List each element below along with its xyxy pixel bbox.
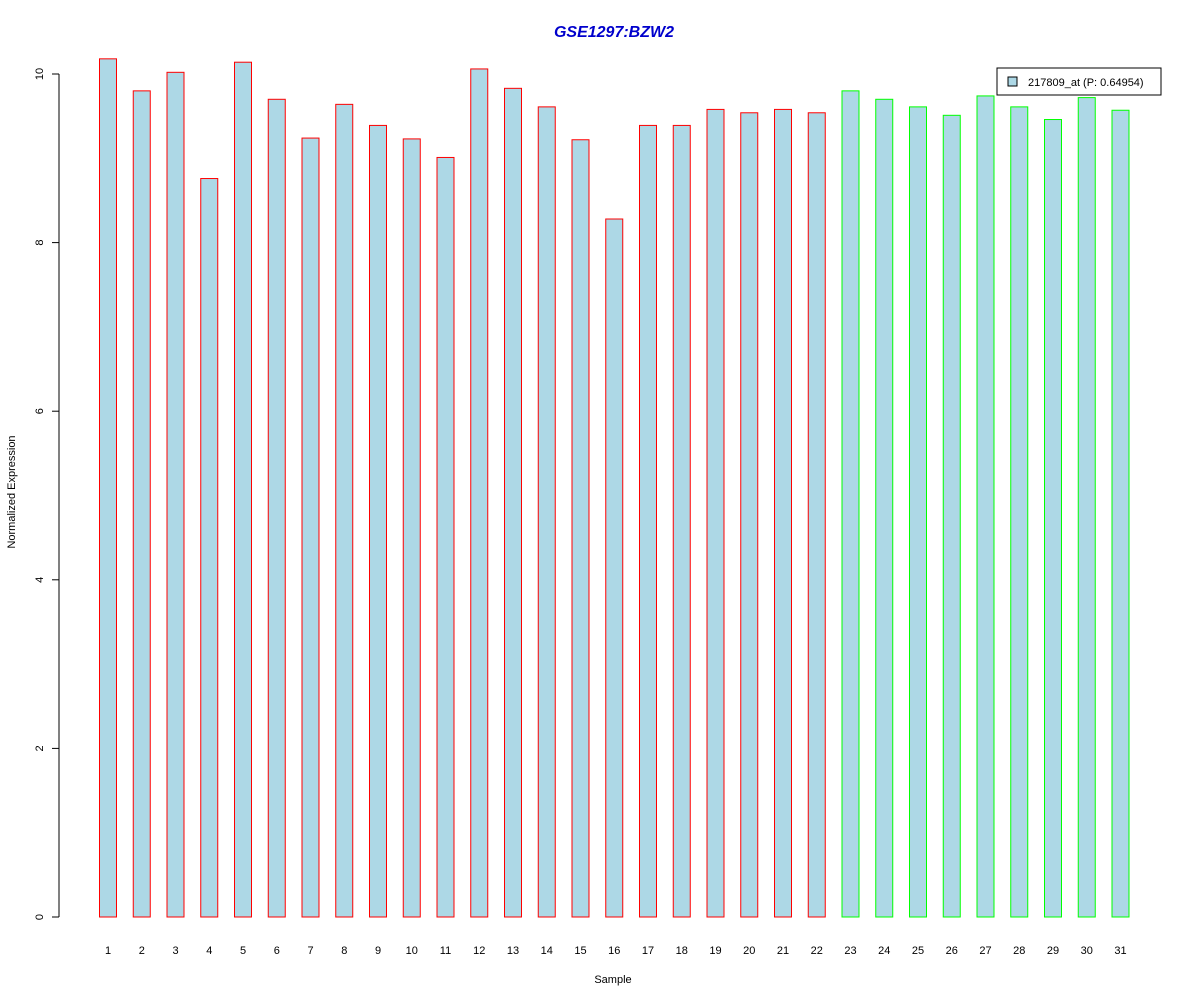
bar-sample-7 — [301, 137, 320, 918]
bar-sample-1 — [99, 58, 117, 918]
x-tick-label: 3 — [172, 945, 178, 957]
x-tick-label: 24 — [878, 945, 890, 957]
x-tick-label: 11 — [440, 945, 451, 957]
legend-box — [996, 67, 1162, 96]
bar-sample-16 — [605, 218, 624, 918]
chart-title: GSE1297:BZW2 — [554, 24, 674, 41]
bar-sample-29 — [1044, 119, 1062, 918]
bar-sample-12 — [470, 68, 489, 918]
x-tick-label: 22 — [811, 945, 823, 957]
y-tick-label: 0 — [34, 914, 46, 920]
x-tick-label: 20 — [743, 945, 755, 957]
bar-sample-4 — [200, 178, 219, 918]
x-axis-labels: 1 2 3 4 5 6 7 8 9 10 11 12 13 14 15 16 17 18 19 20 21 22 23 24 2… — [105, 945, 1127, 957]
legend: 217809_at (P: 0.64954) — [996, 67, 1162, 96]
x-tick-label: 16 — [608, 945, 620, 957]
x-tick-label: 7 — [307, 945, 313, 957]
x-tick-label: 14 — [541, 945, 553, 957]
x-tick-label: 21 — [777, 945, 789, 957]
x-tick-label: 15 — [574, 945, 586, 957]
bar-sample-30 — [1077, 97, 1096, 918]
x-tick-label: 25 — [912, 945, 924, 957]
x-tick-label: 17 — [642, 945, 654, 957]
x-tick-label: 9 — [375, 945, 381, 957]
bar-sample-2 — [132, 90, 151, 918]
y-tick-label: 2 — [34, 745, 46, 751]
x-tick-label: 13 — [507, 945, 519, 957]
x-tick-label: 6 — [274, 945, 280, 957]
x-tick-label: 27 — [979, 945, 991, 957]
x-tick-label: 19 — [709, 945, 721, 957]
bar-sample-9 — [369, 124, 387, 918]
x-tick-label: 23 — [844, 945, 856, 957]
x-tick-label: 30 — [1081, 945, 1093, 957]
bar-sample-31 — [1111, 109, 1130, 918]
x-tick-label: 18 — [676, 945, 688, 957]
bar-sample-25 — [909, 106, 927, 918]
legend-label: 217809_at (P: 0.64954) — [1028, 77, 1144, 89]
bar-sample-8 — [335, 103, 354, 918]
bars-group — [99, 58, 1130, 918]
bar-sample-15 — [571, 139, 590, 918]
x-tick-label: 1 — [105, 945, 111, 957]
bar-sample-13 — [504, 87, 522, 918]
bar-sample-5 — [234, 61, 252, 918]
x-tick-label: 8 — [341, 945, 347, 957]
x-tick-label: 31 — [1114, 945, 1126, 957]
x-tick-label: 12 — [473, 945, 485, 957]
bar-sample-17 — [639, 124, 657, 918]
x-tick-label: 5 — [240, 945, 246, 957]
bar-sample-3 — [166, 71, 185, 918]
bar-sample-26 — [942, 114, 961, 918]
bar-sample-22 — [807, 112, 826, 918]
x-tick-label: 28 — [1013, 945, 1025, 957]
y-tick-label: 6 — [34, 408, 46, 414]
legend-swatch — [1007, 76, 1018, 87]
bar-sample-23 — [841, 90, 860, 918]
y-tick-label: 10 — [34, 68, 46, 80]
x-axis-title: Sample — [594, 974, 631, 986]
y-axis: 0 2 4 6 8 10 — [34, 68, 60, 920]
bar-sample-27 — [976, 95, 995, 918]
bar-sample-11 — [436, 156, 455, 918]
y-tick-label: 4 — [34, 577, 46, 583]
bar-sample-6 — [267, 98, 286, 918]
bar-sample-19 — [706, 108, 725, 918]
x-tick-label: 29 — [1047, 945, 1059, 957]
bar-sample-24 — [875, 98, 894, 918]
bar-sample-28 — [1010, 106, 1029, 918]
x-tick-label: 2 — [139, 945, 145, 957]
bar-sample-18 — [672, 124, 691, 918]
x-tick-label: 10 — [406, 945, 418, 957]
bar-sample-21 — [774, 108, 792, 918]
bar-sample-10 — [402, 138, 421, 918]
y-tick-label: 8 — [34, 240, 46, 246]
x-tick-label: 4 — [206, 945, 212, 957]
y-axis-title: Normalized Expression — [6, 435, 18, 548]
bar-sample-20 — [740, 112, 759, 918]
bar-sample-14 — [537, 106, 556, 918]
x-tick-label: 26 — [946, 945, 958, 957]
